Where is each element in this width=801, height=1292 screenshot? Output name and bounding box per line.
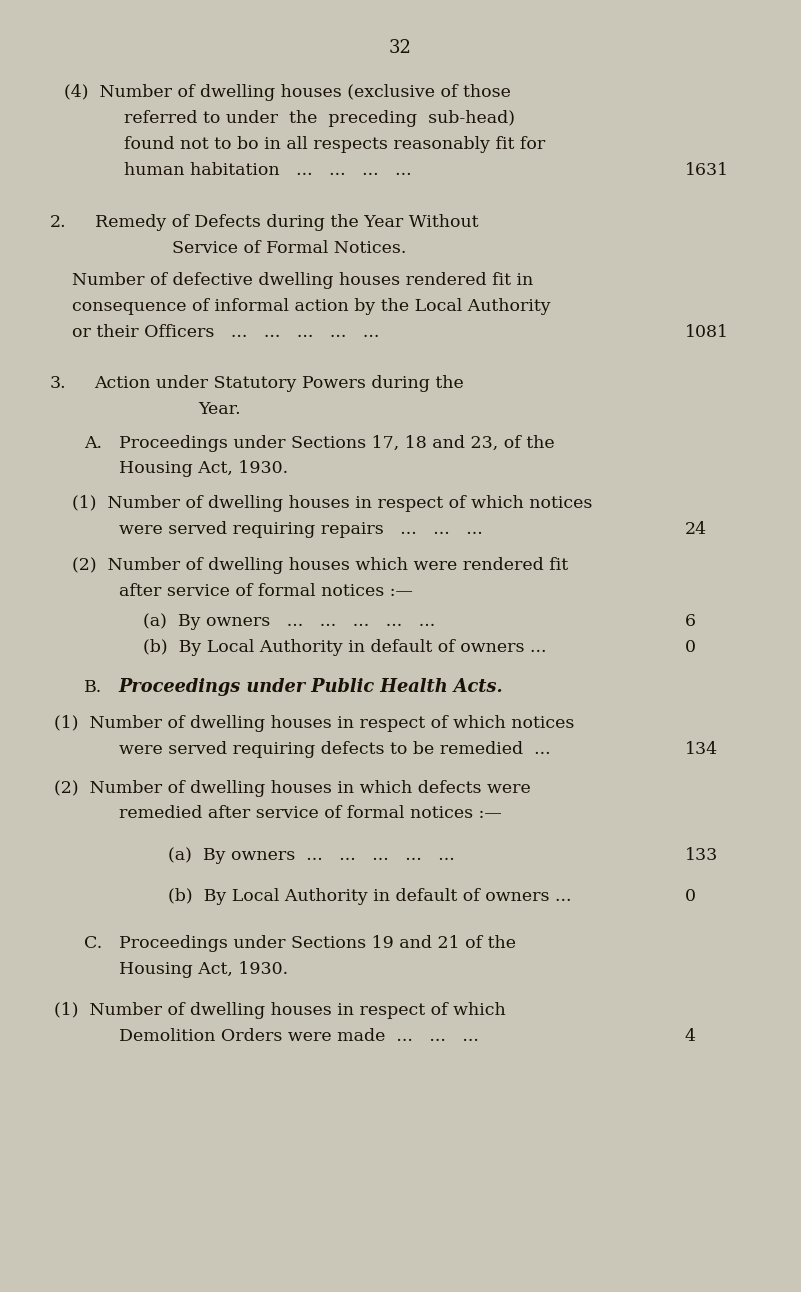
Text: 1631: 1631 xyxy=(685,162,729,180)
Text: (1)  Number of dwelling houses in respect of which: (1) Number of dwelling houses in respect… xyxy=(54,1001,506,1019)
Text: (4)  Number of dwelling houses (exclusive of those: (4) Number of dwelling houses (exclusive… xyxy=(64,84,511,101)
Text: 4: 4 xyxy=(685,1027,696,1045)
Text: (1)  Number of dwelling houses in respect of which notices: (1) Number of dwelling houses in respect… xyxy=(54,714,575,733)
Text: remedied after service of formal notices :—: remedied after service of formal notices… xyxy=(119,805,501,823)
Text: 3.: 3. xyxy=(50,375,66,393)
Text: (b)  By Local Authority in default of owners ...: (b) By Local Authority in default of own… xyxy=(143,638,546,656)
Text: Housing Act, 1930.: Housing Act, 1930. xyxy=(119,460,288,478)
Text: Proceedings under Sections 19 and 21 of the: Proceedings under Sections 19 and 21 of … xyxy=(119,934,516,952)
Text: 32: 32 xyxy=(389,39,412,57)
Text: C.: C. xyxy=(84,934,103,952)
Text: (2)  Number of dwelling houses in which defects were: (2) Number of dwelling houses in which d… xyxy=(54,779,531,797)
Text: Proceedings under Sections 17, 18 and 23, of the: Proceedings under Sections 17, 18 and 23… xyxy=(119,434,554,452)
Text: (a)  By owners  ...   ...   ...   ...   ...: (a) By owners ... ... ... ... ... xyxy=(168,846,455,864)
Text: 24: 24 xyxy=(685,521,707,539)
Text: Action under Statutory Powers during the: Action under Statutory Powers during the xyxy=(95,375,465,393)
Text: consequence of informal action by the Local Authority: consequence of informal action by the Lo… xyxy=(72,297,551,315)
Text: found not to bo in all respects reasonably fit for: found not to bo in all respects reasonab… xyxy=(124,136,545,154)
Text: were served requiring defects to be remedied  ...: were served requiring defects to be reme… xyxy=(119,740,550,758)
Text: Service of Formal Notices.: Service of Formal Notices. xyxy=(172,239,407,257)
Text: 0: 0 xyxy=(685,638,696,656)
Text: Proceedings under Public Health Acts.: Proceedings under Public Health Acts. xyxy=(119,678,503,696)
Text: 6: 6 xyxy=(685,612,696,630)
Text: or their Officers   ...   ...   ...   ...   ...: or their Officers ... ... ... ... ... xyxy=(72,323,380,341)
Text: A.: A. xyxy=(84,434,102,452)
Text: (2)  Number of dwelling houses which were rendered fit: (2) Number of dwelling houses which were… xyxy=(72,557,568,575)
Text: human habitation   ...   ...   ...   ...: human habitation ... ... ... ... xyxy=(124,162,412,180)
Text: 0: 0 xyxy=(685,888,696,906)
Text: B.: B. xyxy=(84,678,103,696)
Text: Year.: Year. xyxy=(199,401,241,419)
Text: after service of formal notices :—: after service of formal notices :— xyxy=(119,583,413,601)
Text: were served requiring repairs   ...   ...   ...: were served requiring repairs ... ... ..… xyxy=(119,521,482,539)
Text: 1081: 1081 xyxy=(685,323,729,341)
Text: Number of defective dwelling houses rendered fit in: Number of defective dwelling houses rend… xyxy=(72,271,533,289)
Text: 133: 133 xyxy=(685,846,718,864)
Text: Housing Act, 1930.: Housing Act, 1930. xyxy=(119,960,288,978)
Text: Remedy of Defects during the Year Without: Remedy of Defects during the Year Withou… xyxy=(95,213,478,231)
Text: referred to under  the  preceding  sub-head): referred to under the preceding sub-head… xyxy=(124,110,515,128)
Text: (a)  By owners   ...   ...   ...   ...   ...: (a) By owners ... ... ... ... ... xyxy=(143,612,435,630)
Text: (1)  Number of dwelling houses in respect of which notices: (1) Number of dwelling houses in respect… xyxy=(72,495,593,513)
Text: 2.: 2. xyxy=(50,213,66,231)
Text: 134: 134 xyxy=(685,740,718,758)
Text: (b)  By Local Authority in default of owners ...: (b) By Local Authority in default of own… xyxy=(168,888,572,906)
Text: Demolition Orders were made  ...   ...   ...: Demolition Orders were made ... ... ... xyxy=(119,1027,478,1045)
